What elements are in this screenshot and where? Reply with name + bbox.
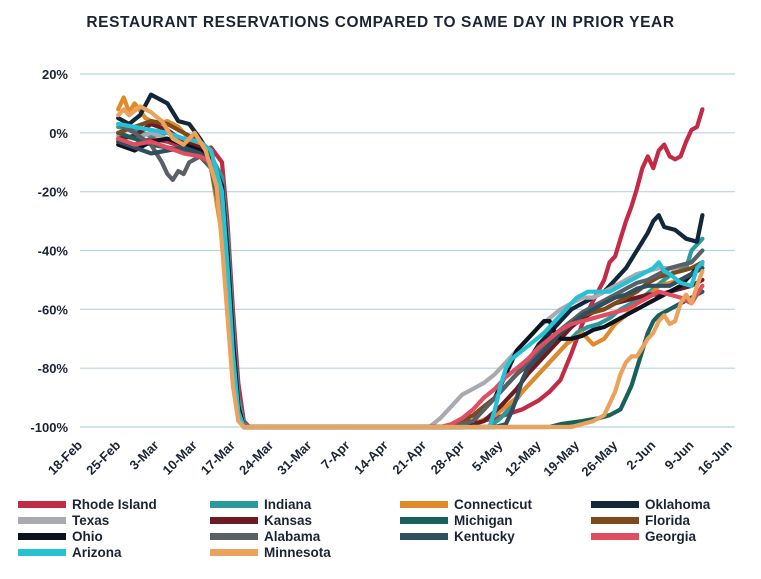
legend-item: Connecticut — [400, 496, 532, 512]
x-tick-label: 24-Mar — [236, 438, 276, 478]
legend-swatch — [591, 500, 639, 508]
y-tick-label: -60% — [38, 302, 69, 317]
legend-label: Texas — [72, 512, 110, 528]
legend-swatch — [400, 500, 448, 508]
series-line-alabama — [116, 121, 705, 430]
legend-label: Ohio — [72, 528, 103, 544]
legend-swatch — [210, 500, 258, 508]
grid-lines — [80, 73, 735, 428]
legend-item: Arizona — [18, 544, 122, 560]
legend-label: Florida — [645, 512, 691, 528]
x-tick-label: 28-Apr — [428, 438, 468, 478]
legend-item: Rhode Island — [18, 496, 157, 512]
x-tick-label: 17-Mar — [198, 438, 238, 478]
legend-label: Oklahoma — [645, 496, 711, 512]
legend-swatch — [210, 532, 258, 540]
legend-label: Minnesota — [264, 544, 331, 560]
legend-label: Connecticut — [454, 496, 533, 512]
legend-item: Minnesota — [210, 544, 331, 560]
x-tick-label: 14-Apr — [351, 438, 391, 478]
legend-swatch — [210, 548, 258, 556]
x-tick-label: 7-Apr — [318, 438, 353, 473]
legend-label: Kentucky — [454, 528, 515, 544]
legend-swatch — [210, 516, 258, 524]
series-line-florida — [116, 119, 705, 430]
x-tick-label: 16-Jun — [695, 437, 735, 477]
x-tick-label: 10-Mar — [160, 438, 200, 478]
x-tick-label: 18-Feb — [45, 437, 85, 477]
x-tick-label: 26-May — [578, 437, 620, 479]
legend-label: Alabama — [264, 528, 321, 544]
legend-swatch — [18, 532, 66, 540]
x-tick-label: 12-May — [502, 437, 544, 479]
legend-item: Kansas — [210, 512, 312, 528]
legend-item: Kentucky — [400, 528, 515, 544]
legend-item: Indiana — [210, 496, 311, 512]
y-tick-label: -40% — [38, 244, 69, 259]
legend-swatch — [591, 516, 639, 524]
legend-swatch — [18, 548, 66, 556]
legend-label: Indiana — [264, 496, 312, 512]
legend-swatch — [400, 516, 448, 524]
legend-item: Texas — [18, 512, 109, 528]
series-line-minnesota — [116, 104, 705, 430]
legend-swatch — [591, 532, 639, 540]
legend-label: Georgia — [645, 528, 697, 544]
chart-title: RESTAURANT RESERVATIONS COMPARED TO SAME… — [86, 14, 675, 31]
x-tick-label: 31-Mar — [274, 438, 314, 478]
x-tick-label: 2-Jun — [623, 437, 658, 472]
x-tick-label: 9-Jun — [662, 437, 697, 472]
series-line-kansas — [116, 121, 705, 430]
legend-swatch — [18, 500, 66, 508]
x-tick-label: 25-Feb — [83, 437, 123, 477]
legend-label: Arizona — [72, 544, 122, 560]
legend-item: Georgia — [591, 528, 696, 544]
legend-swatch — [18, 516, 66, 524]
y-tick-label: -20% — [38, 185, 69, 200]
x-tick-label: 19-May — [540, 437, 582, 479]
y-tick-label: -80% — [38, 361, 69, 376]
series-lines — [116, 92, 705, 430]
legend-item: Alabama — [210, 528, 320, 544]
x-tick-label: 5-May — [469, 437, 506, 474]
y-tick-label: 20% — [42, 67, 68, 82]
x-tick-label: 21-Apr — [389, 438, 429, 478]
legend-label: Rhode Island — [72, 496, 157, 512]
legend-item: Florida — [591, 512, 690, 528]
legend-item: Oklahoma — [591, 496, 710, 512]
legend-label: Kansas — [264, 512, 313, 528]
x-tick-label: 3-Mar — [126, 438, 161, 473]
legend-label: Michigan — [454, 512, 513, 528]
legend-swatch — [400, 532, 448, 540]
series-line-indiana — [116, 124, 705, 430]
legend-item: Michigan — [400, 512, 513, 528]
y-axis: 20% 0% -20% -40% -60% -80% -100% — [30, 67, 68, 435]
legend-item: Ohio — [18, 528, 103, 544]
y-tick-label: -100% — [30, 420, 68, 435]
y-tick-label: 0% — [49, 126, 68, 141]
series-line-arizona — [116, 121, 705, 430]
